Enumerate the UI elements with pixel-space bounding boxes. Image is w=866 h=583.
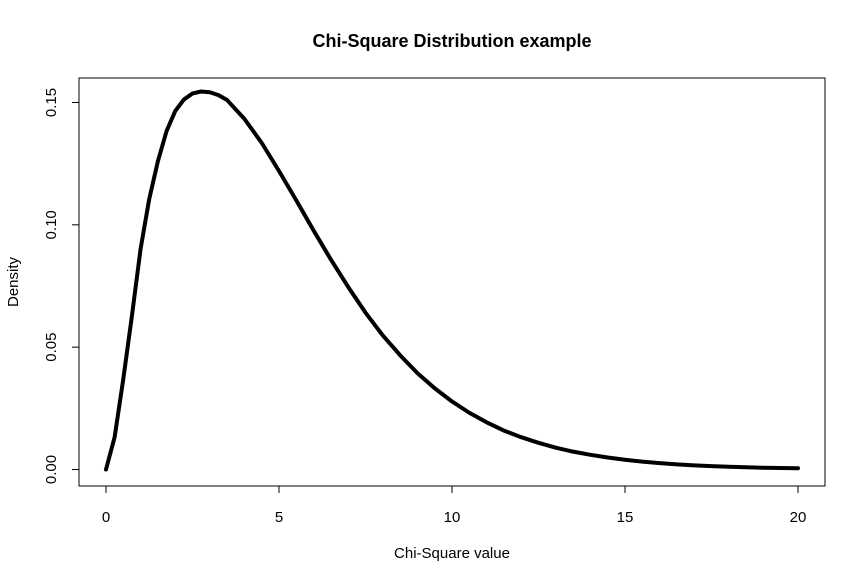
y-tick-label: 0.00: [43, 455, 60, 484]
y-tick-label: 0.10: [43, 210, 60, 239]
x-axis-label: Chi-Square value: [394, 545, 510, 562]
y-tick-label: 0.15: [43, 88, 60, 117]
y-axis-label: Density: [5, 256, 22, 307]
series-line: [104, 89, 800, 472]
x-axis: 0 5 10 15 20: [102, 485, 807, 526]
x-tick-label: 5: [275, 509, 283, 526]
x-tick-label: 0: [102, 509, 110, 526]
x-tick-label: 15: [617, 509, 634, 526]
x-tick-label: 10: [444, 509, 461, 526]
plot-frame: [78, 77, 826, 487]
x-tick-label: 20: [790, 509, 807, 526]
y-axis: 0.00 0.05 0.10 0.15: [43, 88, 80, 484]
chart-title: Chi-Square Distribution example: [312, 31, 591, 51]
series-layer: [104, 89, 800, 472]
y-tick-label: 0.05: [43, 333, 60, 362]
